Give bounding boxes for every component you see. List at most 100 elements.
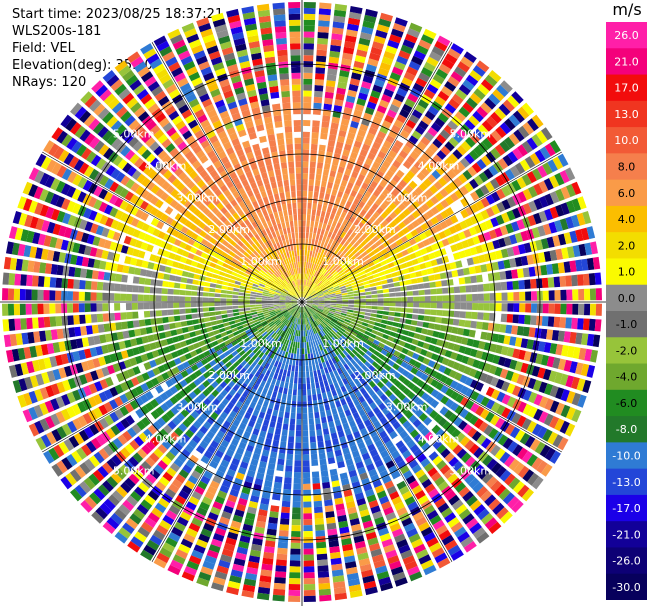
velocity-gate	[373, 559, 386, 569]
velocity-gate	[413, 50, 426, 61]
velocity-gate	[313, 400, 318, 407]
velocity-gate	[455, 382, 464, 392]
velocity-gate	[340, 478, 350, 486]
velocity-gate	[422, 254, 430, 262]
velocity-gate	[339, 261, 345, 267]
velocity-gate	[395, 440, 405, 450]
velocity-gate	[292, 395, 297, 402]
velocity-gate	[364, 586, 378, 596]
velocity-gate	[271, 366, 277, 373]
velocity-gate	[204, 276, 212, 282]
velocity-gate	[458, 420, 468, 431]
velocity-gate	[336, 229, 343, 237]
velocity-gate	[580, 363, 590, 377]
velocity-gate	[191, 285, 198, 291]
velocity-gate	[328, 322, 335, 328]
velocity-gate	[450, 521, 464, 533]
velocity-gate	[553, 316, 561, 328]
velocity-gate	[316, 55, 327, 63]
velocity-gate	[417, 355, 425, 363]
velocity-gate	[242, 390, 249, 398]
velocity-gate	[355, 403, 363, 412]
velocity-gate	[572, 346, 581, 359]
velocity-gate	[262, 375, 269, 382]
velocity-gate	[383, 252, 391, 259]
velocity-gate	[380, 393, 388, 402]
velocity-gate	[167, 302, 174, 309]
velocity-gate	[353, 486, 363, 495]
velocity-gate	[322, 115, 331, 123]
velocity-gate	[336, 322, 342, 327]
velocity-gate	[286, 400, 291, 407]
velocity-gate	[306, 302, 313, 304]
velocity-gate	[293, 329, 296, 336]
velocity-gate	[321, 247, 326, 255]
velocity-gate	[355, 436, 364, 444]
velocity-gate	[222, 420, 231, 429]
velocity-gate	[302, 342, 305, 349]
velocity-gate	[346, 181, 354, 190]
velocity-gate	[505, 223, 514, 234]
velocity-gate	[546, 236, 555, 248]
velocity-gate	[302, 354, 305, 361]
velocity-gate	[351, 349, 358, 356]
velocity-gate	[384, 206, 393, 215]
velocity-gate	[323, 327, 329, 334]
velocity-gate	[247, 393, 254, 401]
velocity-gate	[531, 227, 541, 239]
velocity-gate	[264, 480, 273, 488]
velocity-gate	[355, 334, 363, 340]
velocity-gate	[393, 388, 402, 397]
velocity-gate	[96, 313, 104, 323]
velocity-gate	[183, 533, 196, 544]
velocity-gate	[288, 589, 301, 597]
velocity-gate	[291, 335, 295, 342]
velocity-gate	[484, 74, 498, 87]
velocity-gate	[454, 372, 463, 381]
velocity-gate	[566, 406, 576, 420]
velocity-gate	[336, 387, 342, 395]
velocity-gate	[376, 289, 384, 294]
velocity-gate	[455, 353, 464, 362]
velocity-gate	[499, 122, 512, 135]
station-label: WLS200s-181	[12, 24, 102, 39]
velocity-gate	[305, 293, 310, 299]
velocity-gate	[268, 516, 278, 524]
velocity-gate	[334, 419, 342, 427]
velocity-gate	[338, 130, 347, 138]
velocity-gate	[194, 485, 205, 496]
velocity-gate	[323, 249, 329, 256]
velocity-gate	[447, 236, 455, 245]
velocity-gate	[317, 369, 322, 376]
velocity-gate	[329, 546, 340, 554]
velocity-gate	[531, 476, 544, 490]
velocity-gate	[454, 223, 463, 232]
velocity-gate	[232, 405, 240, 414]
velocity-gate	[174, 276, 182, 282]
field-label: Field: VEL	[12, 41, 75, 56]
velocity-gate	[477, 233, 486, 243]
velocity-gate	[339, 472, 348, 480]
velocity-gate	[325, 341, 331, 347]
velocity-gate	[325, 372, 331, 380]
velocity-gate	[260, 497, 270, 505]
velocity-gate	[369, 224, 376, 232]
velocity-gate	[232, 419, 241, 427]
velocity-gate	[350, 231, 357, 239]
velocity-gate	[263, 551, 274, 560]
velocity-gate	[540, 264, 548, 276]
velocity-gate	[365, 291, 372, 295]
velocity-gate	[242, 455, 251, 464]
velocity-gate	[20, 274, 27, 286]
velocity-gate	[499, 225, 509, 236]
velocity-gate	[524, 279, 531, 289]
velocity-gate	[309, 365, 313, 372]
velocity-gate	[344, 428, 352, 436]
velocity-gate	[299, 324, 301, 331]
velocity-gate	[392, 174, 401, 183]
velocity-gate	[334, 497, 344, 505]
velocity-gate	[318, 20, 330, 27]
velocity-gate	[326, 451, 334, 459]
velocity-gate	[394, 501, 405, 511]
velocity-gate	[385, 372, 393, 380]
